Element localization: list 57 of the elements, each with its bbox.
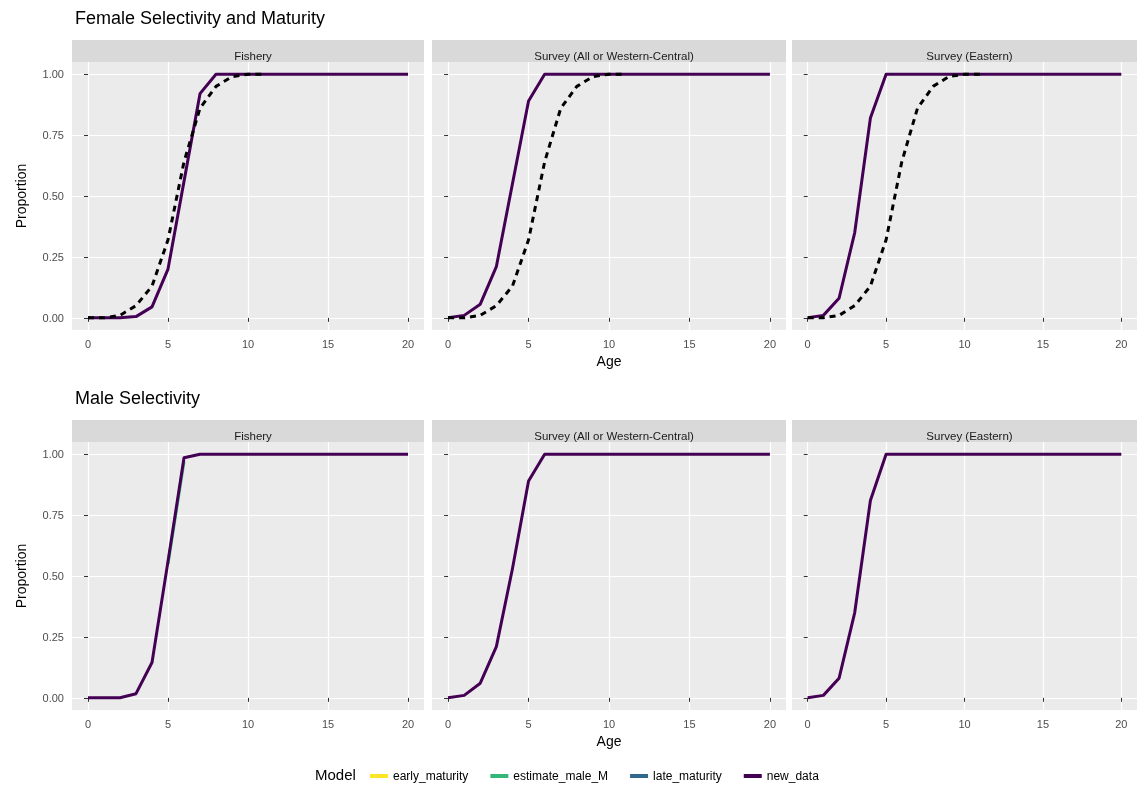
chart-subtitle: Fishery [234,430,273,442]
x-tick-label: 10 [958,337,971,350]
chart-subtitle: Survey (All or Western-Central) [534,50,694,62]
legend-label: early_maturity [393,769,469,783]
y-tick-label: 0.00 [42,311,64,324]
x-tick-label: 0 [84,337,92,350]
chart-subtitle: Survey (Eastern) [926,430,1013,442]
x-tick-label: 20 [401,717,415,730]
legend-label: estimate_male_M [513,769,609,783]
x-tick-label: 0 [84,717,92,730]
y-tick-label: 0.50 [42,190,64,202]
x-tick-label: 20 [1115,717,1128,730]
x-tick-label: 0 [445,717,452,730]
y-tick-label: 1.00 [42,448,64,461]
x-tick-label: 10 [602,337,616,350]
y-tick-label: 0.25 [42,630,64,643]
chart-subtitle: Fishery [234,50,273,62]
x-tick-label: 5 [883,717,890,730]
y-tick-label: 0.00 [42,691,64,704]
x-tick-label: 20 [763,337,777,350]
x-tick-label: 15 [1036,717,1050,730]
chart-title: Female Selectivity and Maturity [75,8,326,28]
x-tick-label: 20 [401,337,415,350]
x-tick-label: 15 [1036,337,1050,350]
x-tick-label: 5 [883,337,890,350]
y-axis-title: Proportion [13,163,29,229]
x-tick-label: 15 [321,337,335,350]
chart-title: Male Selectivity [75,388,201,408]
legend-label: late_maturity [653,769,722,783]
y-tick-label: 0.75 [42,129,64,142]
legend-title: Model [315,766,356,783]
x-tick-label: 10 [241,717,255,730]
legend-label: new_data [766,769,820,783]
x-tick-label: 20 [763,717,777,730]
x-tick-label: 0 [804,717,811,730]
chart-subtitle: Survey (Eastern) [926,50,1013,62]
x-tick-label: 15 [321,717,335,730]
x-tick-label: 15 [683,337,696,350]
x-tick-label: 5 [164,337,172,350]
x-tick-label: 5 [164,717,172,730]
y-tick-label: 0.75 [42,509,64,522]
x-tick-label: 15 [683,717,696,730]
x-tick-label: 0 [804,337,811,350]
y-tick-label: 0.25 [42,250,64,263]
y-axis-title: Proportion [13,543,29,609]
y-tick-label: 1.00 [42,68,64,81]
chart-subtitle: Survey (All or Western-Central) [534,430,694,442]
x-axis-title: Age [596,353,622,369]
x-tick-label: 0 [445,337,452,350]
x-tick-label: 10 [958,717,971,730]
x-tick-label: 5 [525,337,532,350]
x-tick-label: 10 [602,717,616,730]
x-axis-title: Age [596,733,622,749]
x-tick-label: 20 [1115,337,1128,350]
y-tick-label: 0.50 [42,570,64,582]
x-tick-label: 10 [241,337,255,350]
x-tick-label: 5 [525,717,532,730]
